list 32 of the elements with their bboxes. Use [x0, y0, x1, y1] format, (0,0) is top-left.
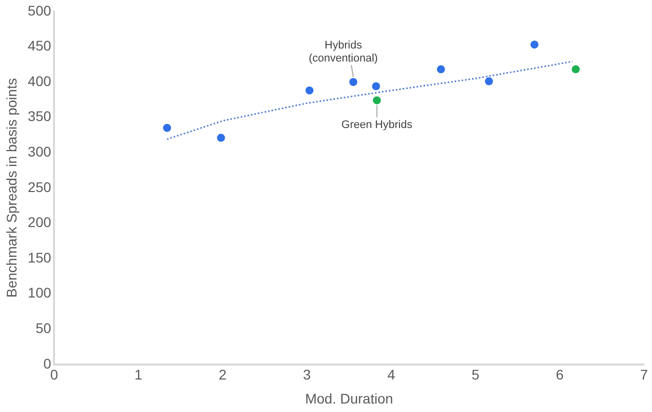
point: [372, 82, 380, 90]
point: [572, 65, 580, 74]
annotation: Hybrids (conventional): [308, 40, 378, 65]
point: [436, 65, 445, 74]
x-tick-label: 4: [387, 366, 396, 383]
point: [349, 78, 358, 86]
y-tick-label: 300: [28, 143, 52, 160]
point: [530, 40, 538, 49]
x-tick-label: 3: [303, 366, 312, 383]
x-tick-label: 7: [640, 366, 648, 383]
point: [484, 77, 493, 86]
y-tick-label: 400: [28, 72, 52, 89]
y-tick-label: 500: [28, 2, 52, 18]
y-tick-label: 200: [28, 214, 52, 230]
x-axis-title: Mod. Duration: [305, 390, 394, 406]
y-tick-label: 450: [28, 38, 52, 54]
x-tick-label: 6: [556, 366, 564, 383]
point: [217, 134, 225, 142]
point: [305, 86, 314, 94]
y-tick-label: 350: [28, 108, 52, 124]
y-tick-label: 100: [28, 284, 52, 301]
x-tick-label: 5: [472, 366, 480, 383]
x-tick-label: 2: [218, 366, 227, 383]
y-tick-label: 150: [28, 249, 52, 266]
y-tick-label: 250: [28, 178, 52, 195]
point: [163, 124, 172, 132]
y-tick-label: 50: [36, 320, 52, 336]
x-tick-label: 1: [134, 366, 143, 383]
point: [372, 96, 381, 104]
annotation: Green Hybrids: [341, 118, 413, 131]
y-tick-label: 0: [43, 355, 52, 372]
y-axis-title: Benchmark Spreads in basis points: [3, 78, 20, 298]
